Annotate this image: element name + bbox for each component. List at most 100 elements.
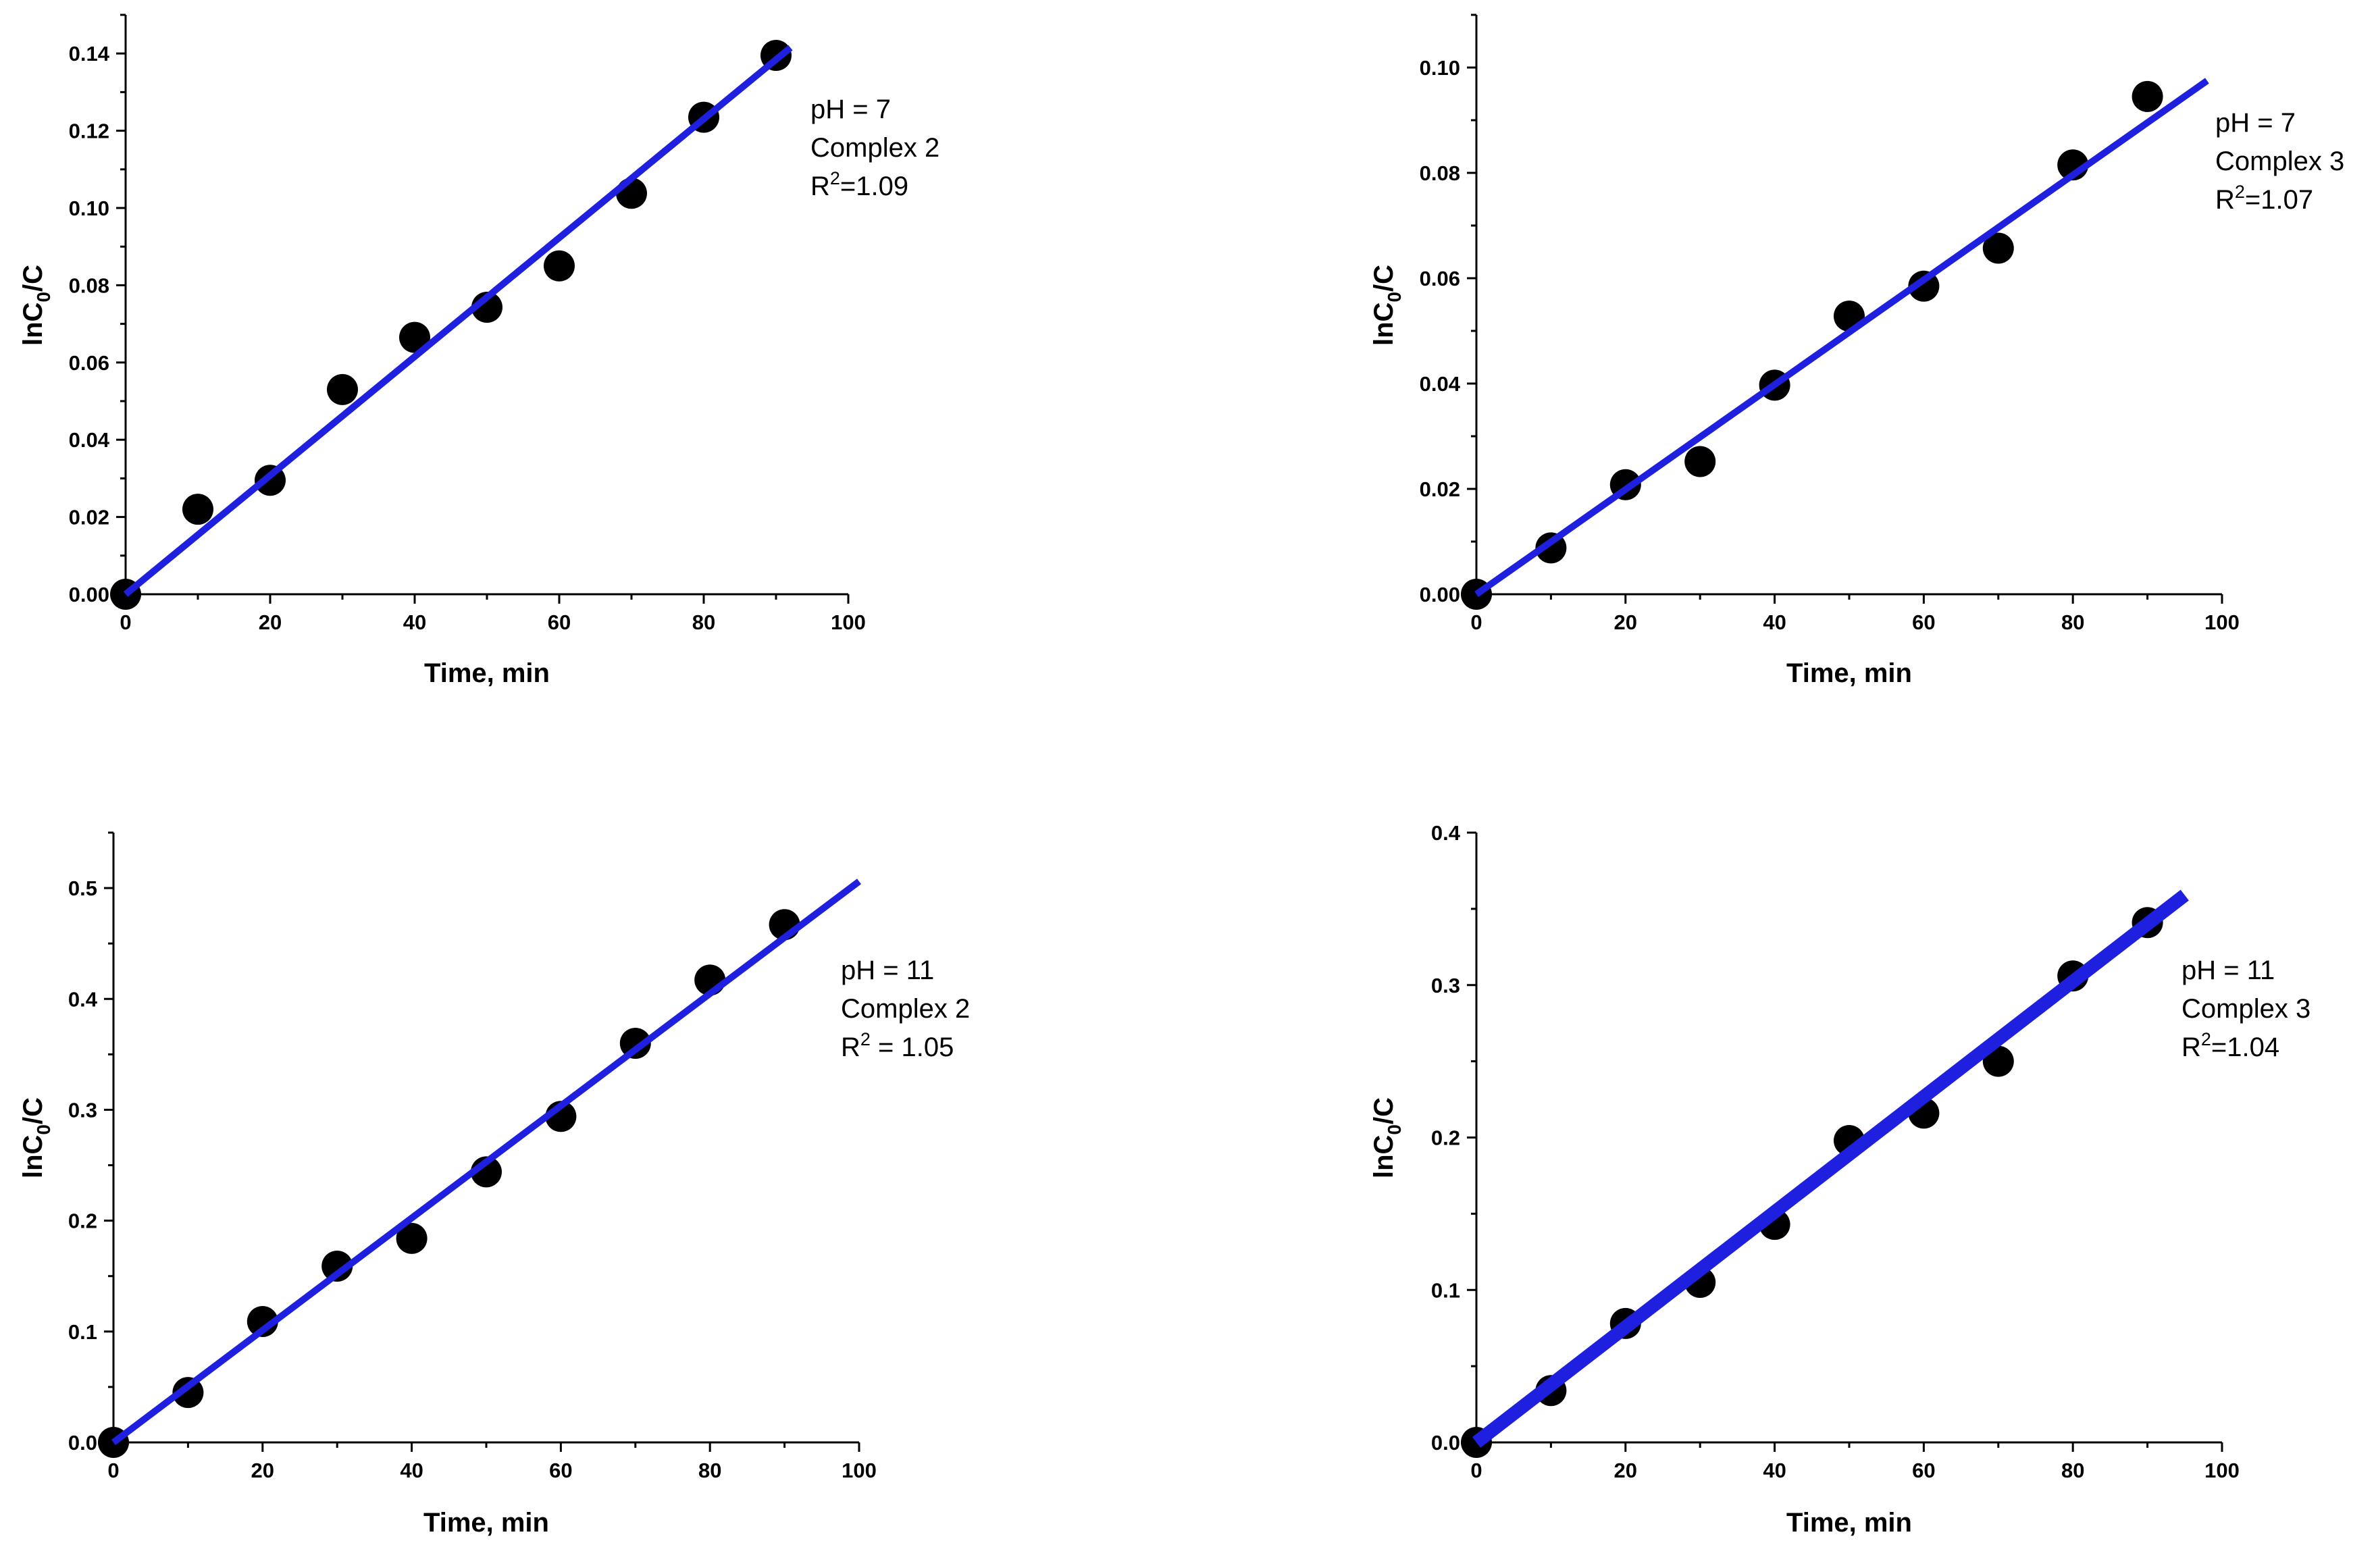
- data-point: [396, 1222, 428, 1254]
- y-tick-label: 0.04: [1420, 372, 1461, 396]
- data-point: [619, 1027, 651, 1059]
- x-tick-label: 100: [842, 1459, 877, 1482]
- y-tick-label: 0.1: [1431, 1278, 1460, 1302]
- y-axis-title: lnC0/C: [18, 265, 54, 346]
- r-squared-value: =1.09: [840, 172, 908, 201]
- y-tick-label: 0.00: [1420, 583, 1460, 606]
- annotation-complex: Complex 3: [2181, 994, 2310, 1024]
- annotation-r-squared: R2 = 1.05: [841, 1029, 954, 1062]
- y-tick-label: 0.06: [69, 351, 109, 375]
- y-tick-label: 0.02: [1420, 477, 1460, 501]
- annotation-complex: Complex 2: [841, 994, 970, 1024]
- y-axis-title-main: lnC: [18, 1135, 48, 1178]
- y-tick-label: 0.1: [68, 1320, 97, 1344]
- y-tick-label: 0.04: [69, 428, 110, 452]
- x-tick-label: 100: [2204, 1459, 2240, 1482]
- y-axis-title-subscript: 0: [1384, 1124, 1405, 1135]
- annotation-r-squared: R2=1.09: [810, 168, 908, 201]
- x-axis-title: Time, min: [1786, 658, 1912, 688]
- data-point: [247, 1306, 278, 1338]
- x-tick-label: 0: [107, 1459, 119, 1482]
- data-point: [321, 1250, 353, 1282]
- y-axis-title-main: lnC: [1369, 303, 1399, 346]
- annotation-r-squared: R2=1.04: [2181, 1029, 2279, 1062]
- y-tick-label: 0.2: [68, 1209, 97, 1233]
- chart-panel-2: 0 20 40 60 80 1000.000.020.040.060.080.10Time…: [1369, 14, 2344, 688]
- data-point: [182, 494, 213, 525]
- annotation-ph: pH = 7: [810, 95, 891, 124]
- r-squared-value: =1.07: [2245, 185, 2313, 215]
- x-tick-label: 80: [692, 610, 715, 634]
- x-tick-label: 60: [549, 1459, 572, 1482]
- y-tick-label: 0.00: [69, 583, 109, 606]
- r-squared-superscript: 2: [2235, 182, 2245, 202]
- x-tick-label: 80: [2061, 1459, 2084, 1482]
- data-point: [2132, 80, 2163, 112]
- x-tick-label: 60: [1912, 1459, 1935, 1482]
- y-tick-label: 0.10: [1420, 56, 1460, 80]
- annotation-ph: pH = 11: [841, 956, 934, 985]
- r-squared-value: = 1.05: [871, 1033, 954, 1062]
- annotation-complex: Complex 3: [2215, 147, 2344, 176]
- r-squared-prefix: R: [841, 1033, 860, 1062]
- r-squared-superscript: 2: [860, 1029, 871, 1049]
- y-tick-label: 0.4: [1431, 821, 1461, 845]
- annotation-complex: Complex 2: [810, 133, 939, 163]
- data-point: [1684, 446, 1716, 477]
- y-axis-title-tail: /C: [18, 265, 48, 292]
- r-squared-value: =1.04: [2211, 1033, 2279, 1062]
- y-axis-title: lnC0/C: [18, 1097, 54, 1178]
- r-squared-prefix: R: [2215, 185, 2235, 215]
- annotation-ph: pH = 7: [2215, 108, 2296, 138]
- x-tick-label: 20: [1614, 1459, 1637, 1482]
- y-axis-title-tail: /C: [18, 1097, 48, 1124]
- data-point: [399, 321, 430, 353]
- y-tick-label: 0.08: [1420, 161, 1460, 185]
- chart-panel-1: 0 20 40 60 80 1000.000.020.040.060.080.100.12…: [18, 14, 939, 688]
- x-tick-label: 0: [120, 610, 131, 634]
- y-tick-label: 0.0: [68, 1431, 97, 1455]
- y-tick-label: 0.3: [1431, 974, 1460, 997]
- fit-line: [1472, 889, 2189, 1448]
- y-tick-label: 0.5: [68, 877, 97, 900]
- x-tick-label: 60: [1912, 610, 1935, 634]
- annotation-ph: pH = 11: [2181, 956, 2275, 985]
- x-axis-title: Time, min: [424, 658, 550, 688]
- r-squared-prefix: R: [2181, 1033, 2201, 1062]
- y-tick-label: 0.0: [1431, 1431, 1460, 1455]
- data-point: [544, 250, 575, 282]
- y-axis-title-subscript: 0: [33, 292, 54, 303]
- x-tick-label: 20: [251, 1459, 274, 1482]
- x-tick-label: 20: [1614, 610, 1637, 634]
- y-tick-label: 0.08: [69, 273, 109, 297]
- y-tick-label: 0.4: [68, 987, 98, 1011]
- x-tick-label: 100: [831, 610, 866, 634]
- x-tick-label: 80: [698, 1459, 721, 1482]
- fit-line: [123, 45, 793, 597]
- y-axis-title-main: lnC: [1369, 1135, 1399, 1178]
- r-squared-superscript: 2: [2201, 1029, 2211, 1049]
- y-axis-title-subscript: 0: [1384, 292, 1405, 303]
- y-tick-label: 0.10: [69, 197, 109, 220]
- r-squared-prefix: R: [810, 172, 830, 201]
- annotation-r-squared: R2=1.07: [2215, 182, 2313, 215]
- fit-line: [1474, 78, 2209, 598]
- y-axis-title-tail: /C: [1369, 265, 1399, 292]
- y-axis-title: lnC0/C: [1369, 265, 1405, 346]
- y-tick-label: 0.06: [1420, 267, 1460, 290]
- y-axis-title: lnC0/C: [1369, 1097, 1405, 1178]
- x-tick-label: 80: [2061, 610, 2084, 634]
- y-axis-title-tail: /C: [1369, 1097, 1399, 1124]
- y-tick-label: 0.12: [69, 120, 109, 143]
- x-tick-label: 40: [1763, 610, 1786, 634]
- data-point: [1982, 232, 2014, 264]
- x-tick-label: 40: [403, 610, 426, 634]
- data-point: [172, 1377, 204, 1409]
- data-point: [327, 373, 358, 405]
- y-tick-label: 0.14: [69, 42, 110, 66]
- x-axis-title: Time, min: [1786, 1508, 1912, 1538]
- y-tick-label: 0.3: [68, 1098, 97, 1122]
